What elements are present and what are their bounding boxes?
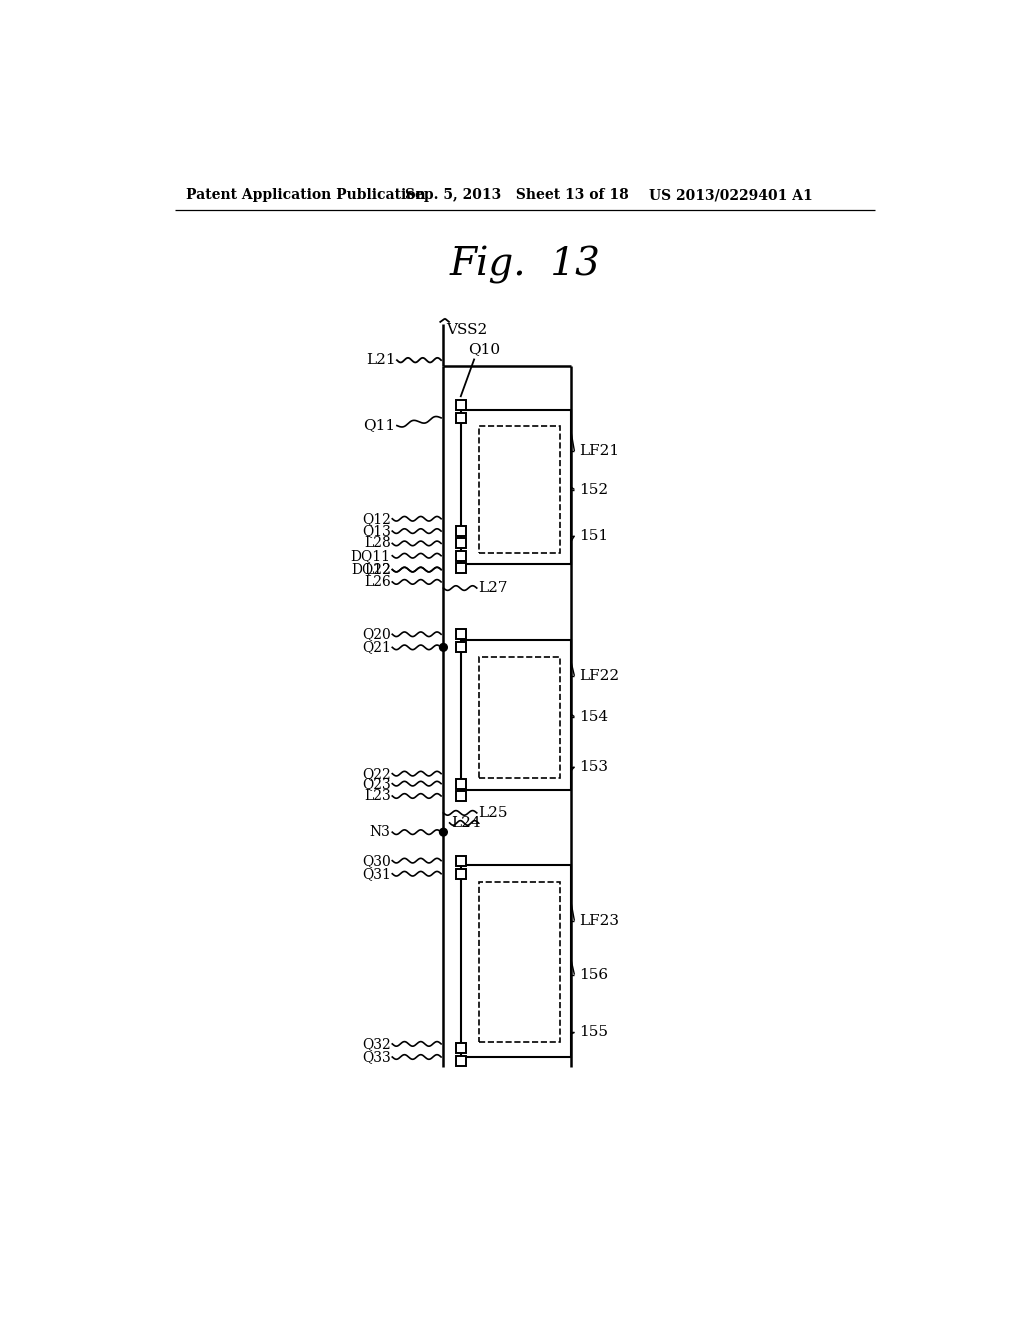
Text: LF21: LF21 (579, 444, 620, 458)
Bar (457, 564, 466, 573)
Circle shape (439, 829, 447, 836)
Text: Q11: Q11 (364, 418, 395, 433)
Bar (457, 1043, 466, 1053)
Bar (457, 539, 466, 548)
Bar (457, 1056, 466, 1065)
Bar (479, 426, 560, 553)
Text: Q30: Q30 (361, 854, 391, 867)
Bar (457, 643, 466, 652)
Text: Q10: Q10 (468, 342, 501, 356)
Text: L24: L24 (452, 816, 481, 830)
Text: Q20: Q20 (361, 627, 391, 642)
Bar (457, 855, 466, 866)
Text: L21: L21 (366, 354, 395, 367)
Bar (457, 413, 466, 422)
Bar (457, 779, 466, 788)
Text: Q33: Q33 (361, 1049, 391, 1064)
Text: 154: 154 (579, 710, 608, 723)
Text: L25: L25 (478, 807, 508, 820)
Bar (457, 630, 466, 639)
Bar (457, 527, 466, 536)
Bar (461, 866, 571, 1057)
Text: Q13: Q13 (361, 524, 391, 539)
Circle shape (439, 644, 447, 651)
Text: L23: L23 (364, 789, 391, 803)
Bar (479, 656, 560, 779)
Text: Q31: Q31 (361, 867, 391, 880)
Text: Patent Application Publication: Patent Application Publication (186, 189, 426, 202)
Bar (479, 882, 560, 1043)
Text: LF23: LF23 (579, 913, 620, 928)
Bar (461, 640, 571, 789)
Bar (461, 411, 571, 564)
Text: Fig.  13: Fig. 13 (450, 246, 600, 284)
Text: Sep. 5, 2013   Sheet 13 of 18: Sep. 5, 2013 Sheet 13 of 18 (406, 189, 629, 202)
Text: L27: L27 (478, 581, 508, 595)
Text: 153: 153 (579, 760, 608, 774)
Text: Q21: Q21 (361, 640, 391, 655)
Text: DQ11: DQ11 (351, 549, 391, 562)
Text: L26: L26 (364, 576, 391, 589)
Text: Q32: Q32 (361, 1038, 391, 1051)
Bar (457, 400, 466, 409)
Text: 156: 156 (579, 968, 608, 982)
Text: LF22: LF22 (579, 669, 620, 682)
Text: 152: 152 (579, 483, 608, 496)
Text: N3: N3 (370, 825, 391, 840)
Text: Q22: Q22 (361, 767, 391, 780)
Text: 151: 151 (579, 529, 608, 543)
Text: VSS2: VSS2 (445, 323, 487, 337)
Text: L22: L22 (364, 562, 391, 577)
Text: Q12: Q12 (361, 512, 391, 525)
Bar (457, 869, 466, 879)
Text: Q23: Q23 (361, 776, 391, 791)
Bar (457, 791, 466, 801)
Text: US 2013/0229401 A1: US 2013/0229401 A1 (649, 189, 813, 202)
Text: DQ12: DQ12 (351, 562, 391, 577)
Bar (457, 550, 466, 561)
Text: 155: 155 (579, 1026, 608, 1039)
Text: L28: L28 (364, 536, 391, 550)
